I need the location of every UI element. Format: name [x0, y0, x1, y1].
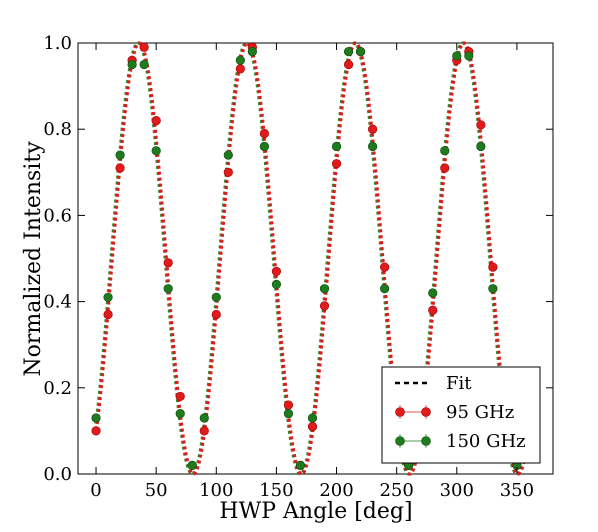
point-95-ghz — [343, 59, 354, 70]
legend-150ghz-swatch — [395, 434, 431, 448]
point-95-ghz — [151, 115, 161, 126]
point-150-ghz — [115, 150, 125, 160]
point-95-ghz — [223, 167, 233, 177]
legend-label-150ghz: 150 GHz — [446, 431, 526, 452]
point-95-ghz — [380, 262, 390, 272]
point-150-ghz — [452, 51, 462, 61]
x-tick-label: 150 — [259, 480, 293, 501]
legend-95ghz-swatch — [395, 405, 431, 419]
point-150-ghz — [247, 47, 257, 57]
point-150-ghz — [488, 284, 498, 294]
point-150-ghz — [223, 150, 233, 160]
point-95-ghz — [283, 400, 294, 410]
point-150-ghz — [103, 292, 113, 302]
x-tick-label: 0 — [90, 480, 101, 501]
point-150-ghz — [295, 460, 306, 470]
x-tick-label: 50 — [145, 480, 168, 501]
x-tick-label: 200 — [319, 480, 353, 501]
point-150-ghz — [464, 51, 474, 61]
legend-label-fit: Fit — [446, 373, 472, 394]
point-150-ghz — [259, 141, 269, 152]
point-150-ghz — [163, 284, 173, 294]
point-95-ghz — [259, 128, 269, 139]
y-tick-label: 0.4 — [43, 292, 72, 313]
point-150-ghz — [355, 47, 366, 57]
point-95-ghz — [115, 163, 125, 173]
point-150-ghz — [91, 413, 101, 423]
point-95-ghz — [235, 64, 245, 74]
data-points — [91, 42, 522, 470]
point-150-ghz — [319, 284, 330, 294]
y-tick-label: 0.2 — [43, 378, 72, 399]
point-150-ghz — [211, 292, 221, 302]
y-tick-label: 0.6 — [43, 205, 72, 226]
point-95-ghz — [440, 163, 450, 173]
point-150-ghz — [199, 413, 209, 423]
point-150-ghz — [175, 409, 185, 419]
fit-line-2 — [94, 41, 531, 476]
point-95-ghz — [307, 421, 318, 432]
point-95-ghz — [163, 258, 173, 268]
point-150-ghz — [283, 409, 294, 419]
point-95-ghz — [428, 305, 438, 315]
point-150-ghz — [271, 279, 282, 289]
point-95-ghz — [175, 391, 185, 402]
plot-area — [77, 42, 554, 475]
point-150-ghz — [368, 141, 378, 152]
point-95-ghz — [103, 309, 113, 320]
x-axis-label: HWP Angle [deg] — [219, 499, 412, 524]
point-95-ghz — [319, 301, 330, 311]
plot-frame — [77, 42, 554, 475]
y-tick-label: 1.0 — [43, 33, 72, 54]
point-95-ghz — [91, 426, 101, 436]
point-95-ghz — [199, 426, 209, 436]
x-tick-label: 100 — [199, 480, 233, 501]
point-150-ghz — [428, 288, 438, 298]
point-150-ghz — [476, 141, 486, 152]
point-150-ghz — [331, 141, 342, 152]
point-150-ghz — [235, 55, 245, 65]
point-150-ghz — [187, 460, 197, 470]
y-tick-label: 0.0 — [43, 464, 72, 485]
x-tick-label: 350 — [500, 480, 534, 501]
point-95-ghz — [331, 159, 342, 169]
y-axis-label: Normalized Intensity — [21, 141, 46, 377]
point-95-ghz — [368, 124, 378, 134]
axis-ticks: 0 50 100 150 200 250 300 350 0.0 0.2 0.4 0.6 0.8 1.0 — [43, 33, 553, 501]
point-95-ghz — [139, 42, 149, 52]
point-150-ghz — [440, 146, 450, 156]
point-95-ghz — [271, 266, 282, 277]
x-tick-label: 250 — [379, 480, 413, 501]
point-150-ghz — [139, 59, 149, 70]
point-150-ghz — [380, 284, 390, 294]
point-95-ghz — [476, 120, 486, 130]
point-150-ghz — [307, 413, 318, 423]
point-150-ghz — [151, 146, 161, 156]
point-150-ghz — [127, 59, 137, 70]
legend-label-95ghz: 95 GHz — [446, 402, 514, 423]
x-tick-label: 300 — [440, 480, 474, 501]
y-tick-label: 0.8 — [43, 119, 72, 140]
point-150-ghz — [343, 47, 354, 57]
legend: Fit 95 GHz 150 GHz — [381, 366, 541, 464]
point-95-ghz — [211, 309, 221, 320]
point-95-ghz — [488, 262, 498, 272]
